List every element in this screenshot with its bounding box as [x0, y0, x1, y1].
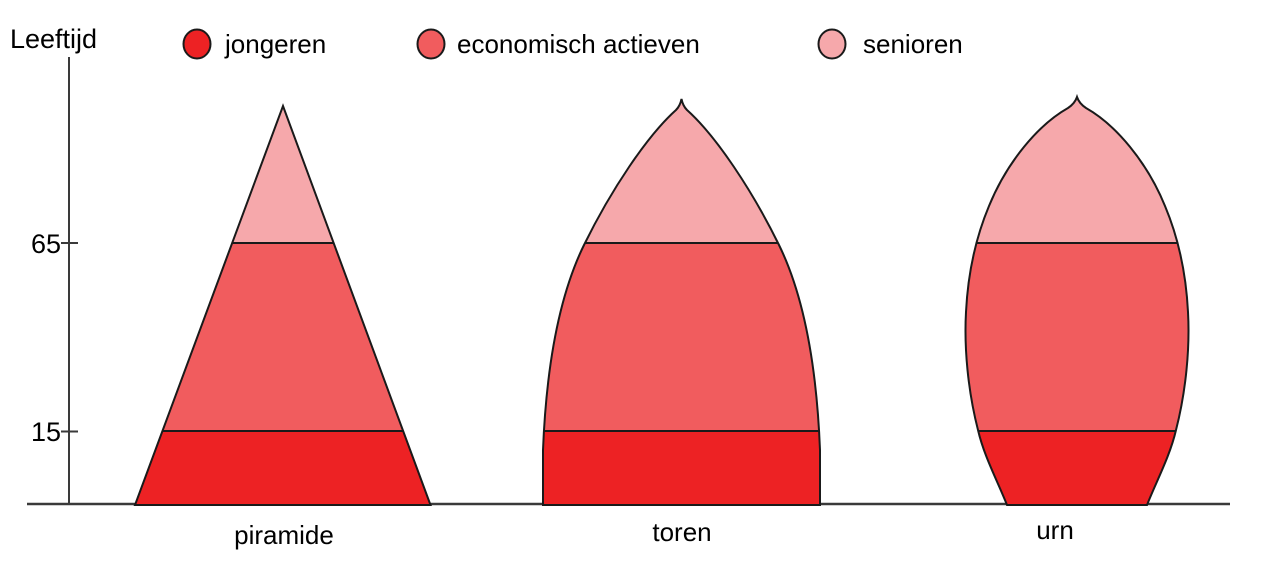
- legend-swatch-senioren: [817, 28, 847, 60]
- shape-toren: toren: [542, 98, 821, 547]
- shape-urn: urn: [964, 93, 1190, 545]
- legend-label-jongeren: jongeren: [224, 29, 326, 59]
- legend-item-senioren: senioren: [817, 28, 963, 60]
- shape-label-piramide: piramide: [234, 520, 334, 550]
- tick-label-65: 65: [31, 229, 61, 259]
- toren-segment-jongeren: [543, 431, 820, 505]
- legend-item-jongeren: jongeren: [182, 28, 326, 60]
- urn-outline: [964, 93, 1190, 506]
- shape-label-urn: urn: [1036, 515, 1074, 545]
- piramide-segment-senioren: [135, 106, 431, 243]
- toren-outline: [542, 98, 821, 506]
- legend-label-senioren: senioren: [863, 29, 963, 59]
- shape-label-toren: toren: [652, 517, 711, 547]
- piramide-segment-economisch-actieven: [135, 243, 431, 431]
- legend-swatch-economisch-actieven: [416, 28, 446, 60]
- shape-piramide: piramide: [133, 103, 432, 550]
- urn-segment-senioren: [965, 97, 1189, 243]
- legend-label-economisch-actieven: economisch actieven: [457, 29, 700, 59]
- y-axis-title: Leeftijd: [10, 24, 97, 54]
- legend-swatch-jongeren: [182, 28, 212, 60]
- legend: jongeren economisch actieven senioren: [182, 28, 963, 60]
- toren-segment-economisch-actieven: [543, 243, 820, 431]
- piramide-segment-jongeren: [135, 431, 431, 505]
- tick-label-15: 15: [31, 417, 61, 447]
- legend-item-economisch-actieven: economisch actieven: [416, 28, 700, 60]
- urn-segment-economisch-actieven: [965, 243, 1189, 431]
- toren-segment-senioren: [543, 99, 820, 243]
- piramide-outline: [133, 103, 432, 506]
